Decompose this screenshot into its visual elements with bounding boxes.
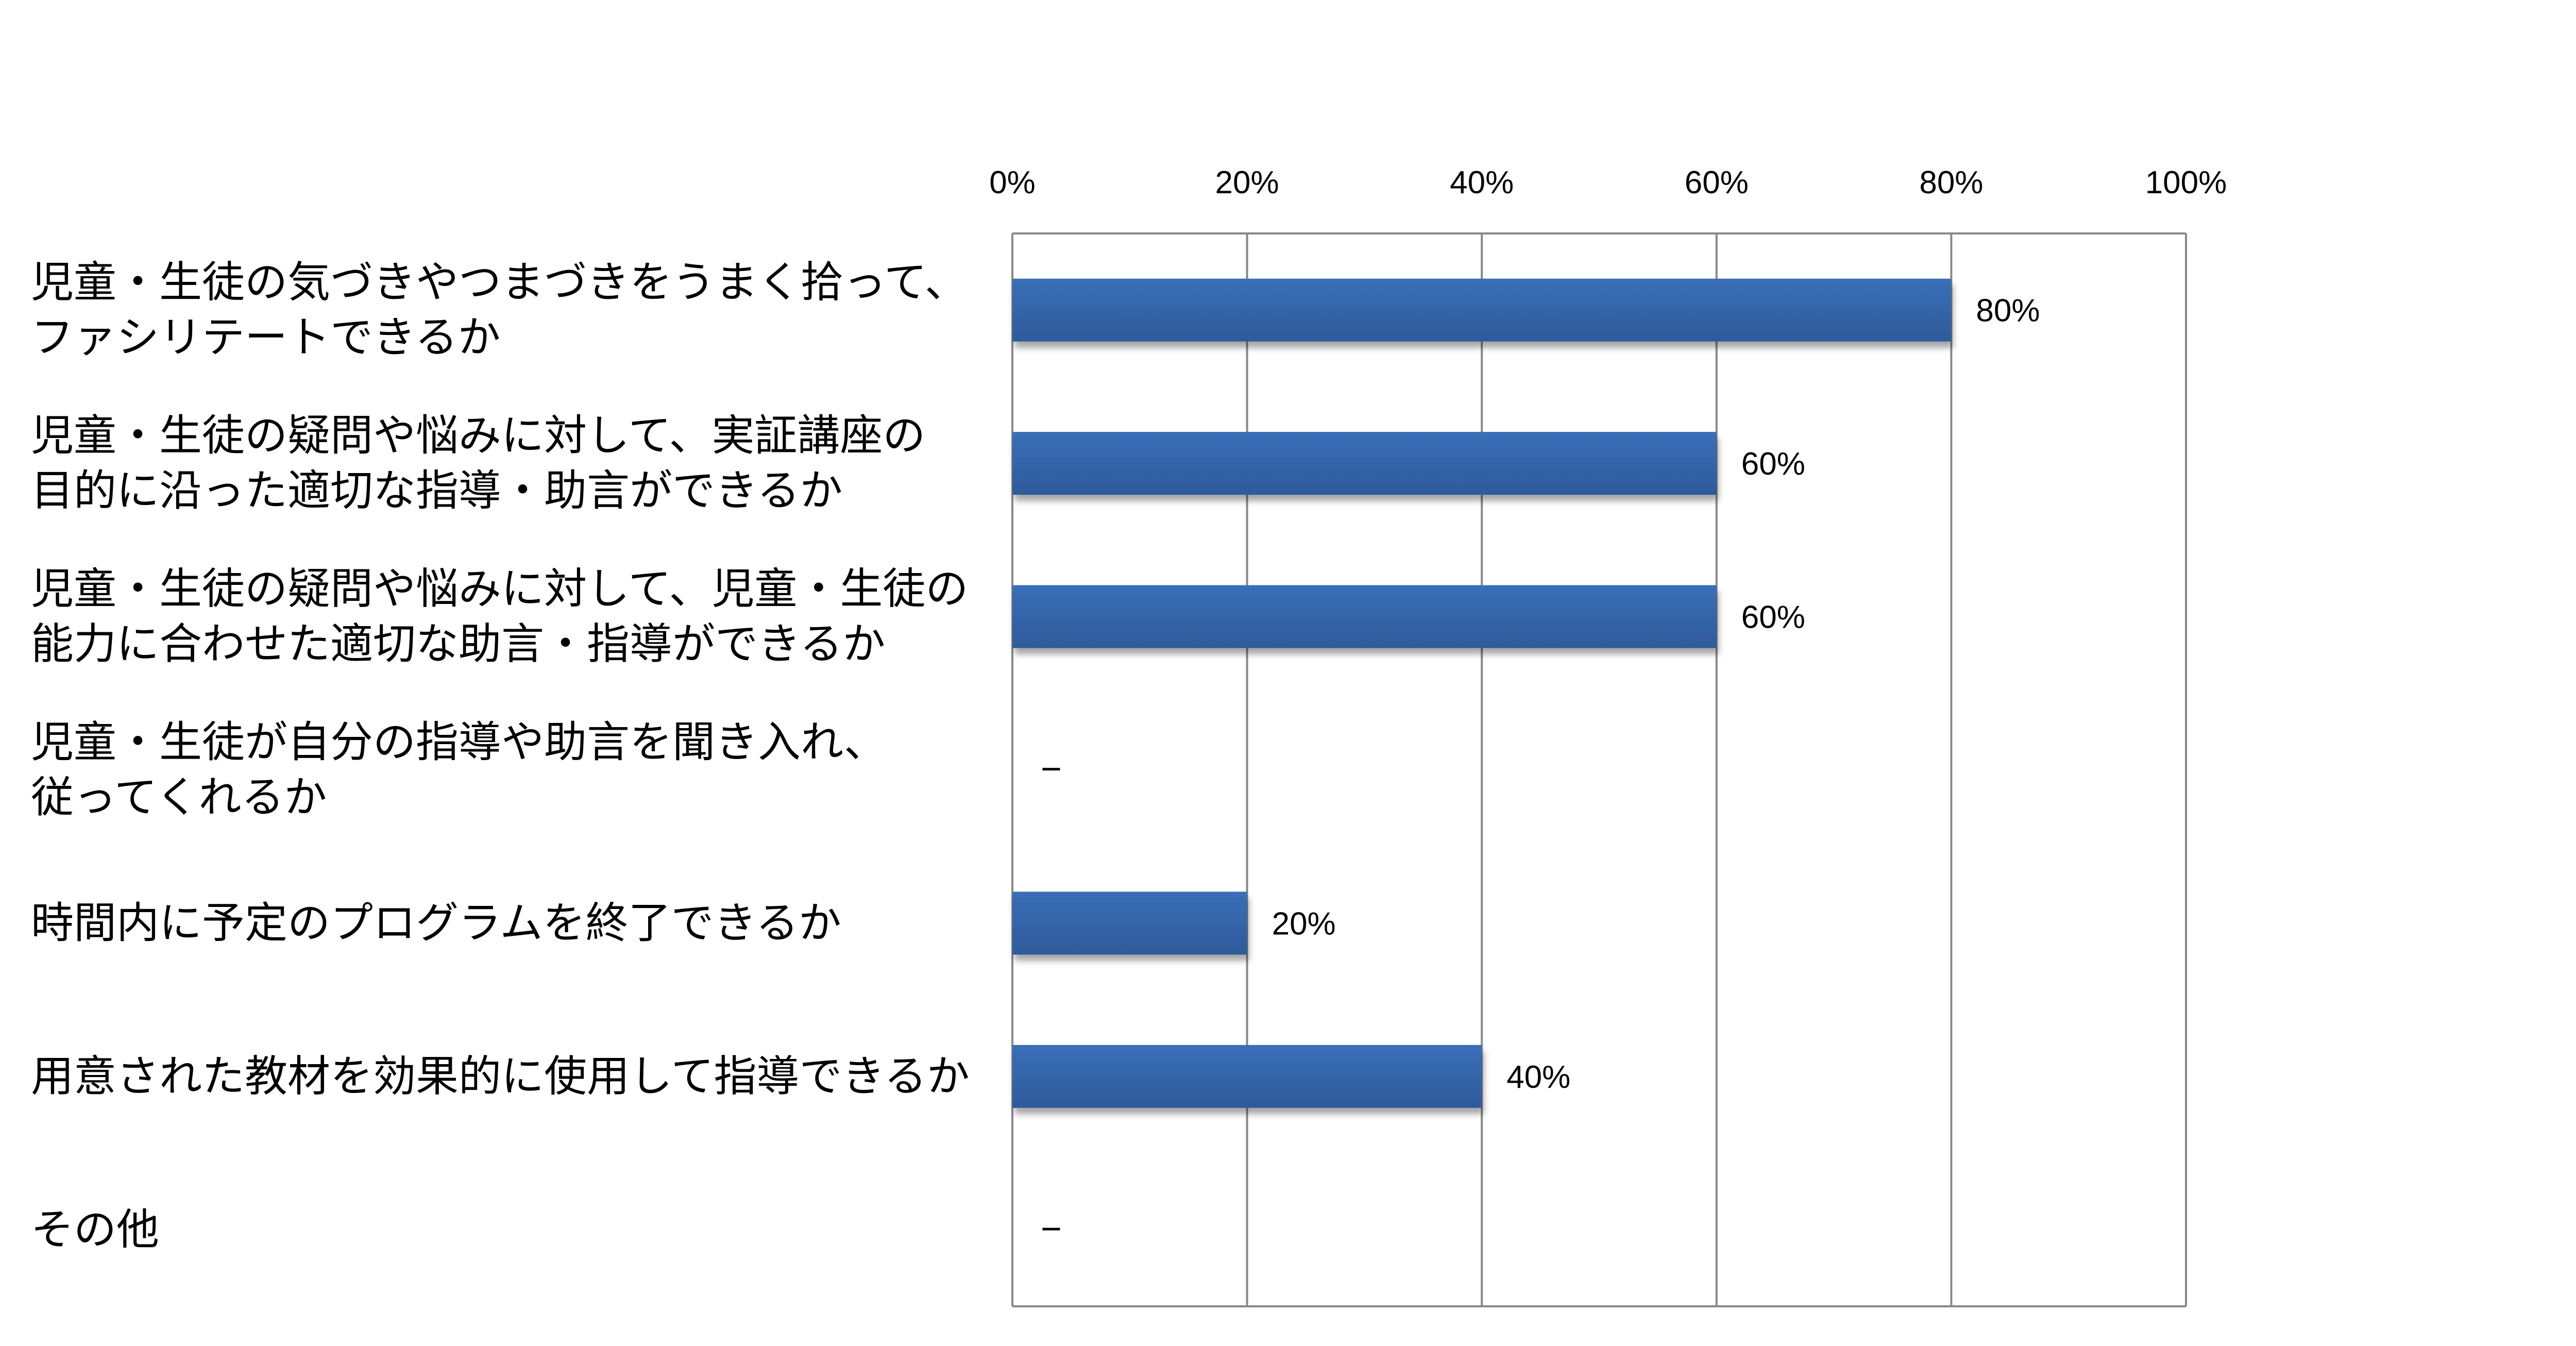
- data-label: 60%: [1741, 600, 1805, 635]
- x-axis-ticks: 0% 20% 40% 60% 80% 100%: [989, 165, 2227, 200]
- data-label: 60%: [1741, 446, 1805, 482]
- data-label: 20%: [1272, 906, 1336, 941]
- data-label-none: −: [1041, 1208, 1062, 1249]
- category-label: 児童・生徒の疑問や悩みに対して、児童・生徒の: [31, 564, 968, 614]
- data-label: 80%: [1976, 293, 2040, 329]
- bars: [1012, 278, 1952, 1108]
- category-label: 児童・生徒の疑問や悩みに対して、実証講座の: [31, 411, 925, 461]
- category-label: 児童・生徒が自分の指導や助言を聞き入れ、: [31, 717, 887, 767]
- bar: [1012, 585, 1717, 648]
- x-tick-label: 60%: [1685, 165, 1749, 200]
- bar: [1012, 432, 1717, 495]
- x-tick-label: 80%: [1919, 165, 1983, 200]
- data-label: 40%: [1506, 1059, 1570, 1095]
- data-label-none: −: [1041, 749, 1062, 789]
- x-tick-label: 0%: [989, 165, 1036, 200]
- category-label: 従ってくれるか: [31, 772, 327, 822]
- category-labels: 児童・生徒の気づきやつまづきをうまく拾って、ファシリテートできるか児童・生徒の疑…: [31, 257, 970, 1254]
- category-label: 目的に沿った適切な指導・助言ができるか: [31, 466, 842, 516]
- x-tick-label: 40%: [1450, 165, 1514, 200]
- bar: [1012, 278, 1952, 342]
- value-labels: 80% 60% 60% − 20% 40% −: [1041, 293, 2040, 1249]
- grid: [1011, 232, 2187, 1307]
- x-tick-label: 100%: [2145, 165, 2227, 200]
- category-label: 時間内に予定のプログラムを終了できるか: [31, 898, 841, 948]
- x-tick-label: 20%: [1215, 165, 1279, 200]
- bar: [1012, 1045, 1482, 1108]
- category-label: 児童・生徒の気づきやつまづきをうまく拾って、: [31, 257, 968, 307]
- bar: [1012, 891, 1247, 955]
- category-label: 能力に合わせた適切な助言・指導ができるか: [31, 619, 885, 669]
- category-label: 用意された教材を効果的に使用して指導できるか: [31, 1051, 970, 1101]
- category-label: その他: [31, 1204, 159, 1254]
- category-label: ファシリテートできるか: [31, 312, 500, 362]
